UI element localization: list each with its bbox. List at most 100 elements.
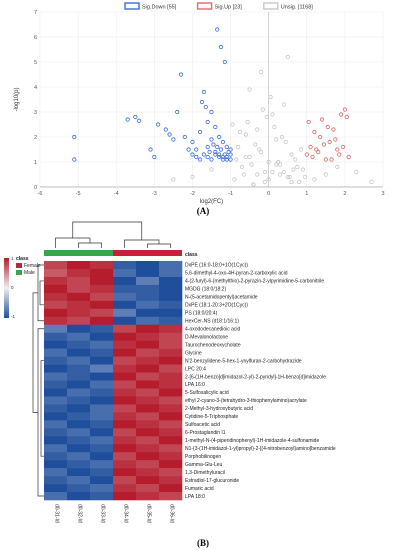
data-point: [260, 107, 266, 112]
data-point: [228, 152, 233, 157]
data-point: [287, 174, 292, 180]
heatmap-cell: [159, 356, 183, 365]
column-label: d0-36-Id: [169, 504, 175, 523]
heatmap-cell: [90, 364, 114, 373]
heatmap-cell: [159, 332, 183, 341]
row-label: LPA 18:0: [185, 494, 205, 500]
heatmap-cell: [44, 300, 68, 310]
colorbar-tick-label: -1: [11, 314, 15, 319]
heatmap-cell: [136, 420, 160, 429]
heatmap-cell: [136, 348, 160, 357]
column-label: d0-33-Id: [100, 504, 106, 523]
data-point: [228, 147, 233, 152]
data-point: [247, 154, 252, 160]
heatmap-cell: [159, 380, 183, 389]
heatmap-cell: [159, 340, 183, 349]
data-point: [224, 157, 229, 162]
data-point: [217, 152, 222, 157]
x-tick-label: -3: [152, 191, 157, 197]
y-tick-label: 4: [34, 85, 37, 91]
heatmap-cell: [67, 460, 91, 469]
data-point: [205, 119, 210, 125]
data-point: [186, 147, 191, 152]
heatmap-cell: [67, 300, 91, 310]
data-point: [325, 124, 330, 130]
data-point: [203, 104, 208, 110]
heatmap-cell: [136, 404, 160, 413]
heatmap-cell: [159, 396, 183, 405]
data-point: [338, 112, 344, 117]
data-point: [257, 147, 262, 152]
data-point: [266, 159, 271, 165]
data-point: [152, 154, 157, 160]
heatmap-cell: [67, 261, 91, 270]
x-tick-label: -4: [114, 191, 119, 197]
data-point: [199, 99, 205, 105]
y-tick-label: 1: [34, 160, 37, 166]
heatmap-cell: [90, 492, 114, 501]
heatmap-cell: [159, 412, 183, 421]
data-point: [281, 169, 287, 175]
x-axis-title: log2(FC): [200, 199, 223, 205]
data-point: [207, 149, 212, 155]
heatmap-cell: [67, 372, 91, 381]
x-tick-label: 1: [305, 191, 308, 197]
data-point: [167, 132, 172, 137]
data-point: [224, 154, 229, 160]
heatmap-cell: [90, 412, 114, 421]
heatmap-cell: [90, 268, 114, 278]
heatmap-cell: [44, 324, 68, 333]
heatmap-cell: [44, 484, 68, 493]
heatmap-cell: [90, 468, 114, 477]
data-point: [156, 122, 161, 127]
row-label: LPC 20:4: [185, 366, 206, 372]
heatmap-cell: [136, 396, 160, 405]
data-point: [72, 134, 77, 140]
data-point: [255, 172, 260, 177]
heatmap-cell: [67, 292, 91, 302]
heatmap-cell: [159, 324, 183, 333]
data-point: [342, 107, 347, 112]
heatmap-cell: [113, 388, 137, 397]
heatmap-cell: [44, 308, 68, 318]
data-point: [190, 152, 195, 157]
heatmap-cell: [136, 372, 160, 381]
heatmap-cell: [113, 340, 137, 349]
data-point: [178, 72, 184, 77]
heatmap-cell: [136, 284, 160, 294]
heatmap-cell: [67, 268, 91, 278]
heatmap-cell: [67, 332, 91, 341]
data-point: [218, 44, 224, 50]
heatmap-cell: [67, 356, 91, 365]
heatmap-cell: [90, 324, 114, 333]
class-bar-cell: [67, 250, 90, 256]
heatmap-cell: [136, 364, 160, 373]
heatmap-class-label: class: [185, 252, 198, 258]
heatmap-cell: [136, 332, 160, 341]
class-bar-cell: [90, 250, 113, 256]
heatmap-cell: [90, 316, 114, 326]
data-point: [354, 169, 359, 175]
data-point: [197, 157, 203, 162]
data-point: [312, 177, 317, 182]
volcano-plot: -6 -5 -4 -3 -2 -1 0 1 2 3 0 1 2 3 4 5 6 7 log2(FC) -log10(p…: [14, 2, 385, 205]
heatmap-cell: [90, 348, 114, 357]
heatmap-cell: [67, 324, 91, 333]
row-label: N1-{3-(1H-imidazol-1-yl)propyl}-2-[(4-ni…: [185, 446, 336, 452]
row-label: ethyl 2-cyano-3-(tetrahydro-3-thiophenyl…: [185, 398, 307, 404]
data-point: [340, 144, 346, 150]
data-point: [327, 139, 332, 145]
data-point: [283, 139, 288, 145]
heatmap-cell: [90, 261, 114, 270]
data-point: [262, 179, 267, 185]
row-label: PS (18:0/20:4): [185, 311, 218, 317]
heatmap-cell: [113, 396, 137, 405]
heatmap-cell: [113, 428, 137, 437]
data-point: [182, 134, 187, 140]
heatmap-cell: [113, 380, 137, 389]
data-point: [220, 154, 226, 160]
data-point: [213, 124, 218, 130]
heatmap-cell: [67, 468, 91, 477]
data-point: [291, 167, 296, 172]
